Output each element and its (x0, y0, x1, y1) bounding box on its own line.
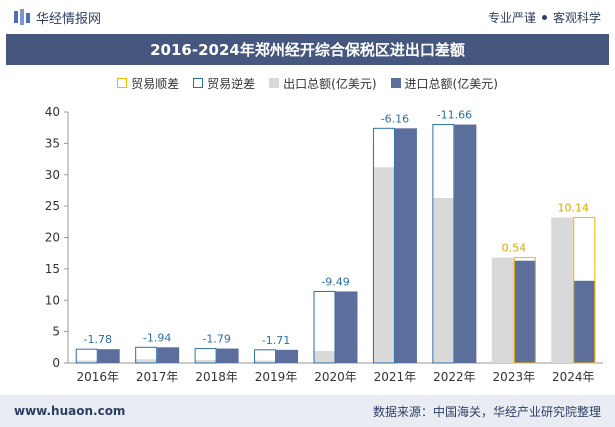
legend-item-surplus[interactable]: 贸易顺差 (117, 75, 179, 92)
deficit-outline (432, 124, 455, 364)
legend-item-import[interactable]: 进口总额(亿美元) (390, 75, 498, 92)
x-tick-label: 2017年 (136, 370, 179, 384)
footer-url[interactable]: www.huaon.com (14, 404, 126, 418)
import-bar (573, 280, 596, 363)
tagline-right: 客观科学 (552, 10, 601, 25)
chart-title-bar: 2016-2024年郑州经开综合保税区进出口差额 (6, 34, 609, 65)
export-bar (551, 217, 574, 363)
import-bar (394, 128, 417, 363)
y-tick-label: 25 (45, 199, 60, 213)
import-bar (276, 349, 299, 363)
x-tick-label: 2023年 (493, 370, 536, 384)
tagline: 专业严谨 客观科学 (488, 9, 601, 26)
footer-source: 数据来源：中国海关，华经产业研究院整理 (372, 404, 601, 419)
export-bar (254, 360, 277, 363)
deficit-outline (254, 349, 277, 364)
x-tick-label: 2024年 (552, 370, 595, 384)
legend-swatch-import-icon (390, 78, 401, 88)
x-tick-label: 2019年 (255, 370, 298, 384)
deficit-outline (372, 127, 395, 364)
legend-swatch-deficit-icon (193, 78, 204, 88)
import-bar (454, 124, 477, 363)
legend-label-import: 进口总额(亿美元) (404, 76, 498, 91)
deficit-outline (313, 290, 336, 364)
x-tick-label: 2020年 (314, 370, 357, 384)
balance-data-label: -1.79 (202, 333, 230, 346)
balance-data-label: 0.54 (502, 242, 527, 255)
balance-data-label: -9.49 (321, 275, 349, 288)
x-tick-label: 2016年 (76, 370, 119, 384)
brand[interactable]: 华经情报网 (14, 8, 101, 27)
balance-data-label: -1.71 (262, 334, 290, 347)
legend-label-surplus: 贸易顺差 (131, 76, 180, 91)
deficit-outline (75, 348, 98, 364)
legend-item-deficit[interactable]: 贸易逆差 (193, 75, 255, 92)
export-bar (432, 197, 455, 363)
export-bar (194, 359, 217, 363)
chart-title: 2016-2024年郑州经开综合保税区进出口差额 (150, 41, 465, 59)
legend-label-deficit: 贸易逆差 (207, 76, 256, 91)
footer: www.huaon.com 数据来源：中国海关，华经产业研究院整理 (0, 395, 615, 427)
brand-logo-icon (14, 9, 30, 25)
top-bar: 华经情报网 专业严谨 客观科学 (0, 0, 615, 34)
tagline-left: 专业严谨 (487, 10, 536, 25)
chart-legend: 贸易顺差 贸易逆差 出口总额(亿美元) 进口总额(亿美元) (0, 72, 615, 94)
deficit-outline (194, 348, 217, 364)
x-tick-label: 2018年 (195, 370, 238, 384)
balance-data-label: 10.14 (558, 201, 590, 214)
export-bar (372, 167, 395, 363)
x-tick-label: 2021年 (374, 370, 417, 384)
balance-data-label: -6.16 (381, 112, 409, 125)
brand-name: 华经情报网 (36, 11, 102, 27)
surplus-outline (573, 216, 596, 364)
deficit-outline (135, 346, 158, 364)
legend-swatch-surplus-icon (117, 78, 128, 88)
import-bar (513, 260, 536, 363)
export-bar (75, 360, 98, 363)
export-bar (313, 351, 336, 363)
y-tick-label: 40 (45, 105, 60, 119)
balance-data-label: -1.94 (143, 331, 171, 344)
legend-item-export[interactable]: 出口总额(亿美元) (269, 75, 377, 92)
y-tick-label: 5 (52, 325, 60, 339)
separator-dot-icon (541, 14, 547, 20)
y-tick-label: 35 (45, 136, 60, 150)
y-tick-label: 10 (45, 293, 60, 307)
y-tick-label: 30 (45, 168, 60, 182)
export-bar (135, 359, 158, 363)
export-bar (491, 257, 514, 363)
surplus-outline (513, 257, 536, 364)
import-bar (335, 291, 358, 363)
balance-data-label: -11.66 (437, 109, 472, 122)
x-tick-label: 2022年 (433, 370, 476, 384)
balance-data-label: -1.78 (83, 333, 111, 346)
y-tick-label: 20 (45, 231, 60, 245)
bar-chart: 0 5 10 15 20 25 30 35 40 -1.78 2016年 -1.94 2017年 -1.7… (45, 105, 603, 384)
legend-label-export: 出口总额(亿美元) (283, 76, 377, 91)
legend-swatch-export-icon (269, 78, 280, 88)
import-bar (157, 347, 180, 363)
import-bar (97, 349, 120, 363)
y-tick-label: 15 (45, 262, 60, 276)
import-bar (216, 348, 239, 363)
y-tick-label: 0 (52, 356, 60, 370)
